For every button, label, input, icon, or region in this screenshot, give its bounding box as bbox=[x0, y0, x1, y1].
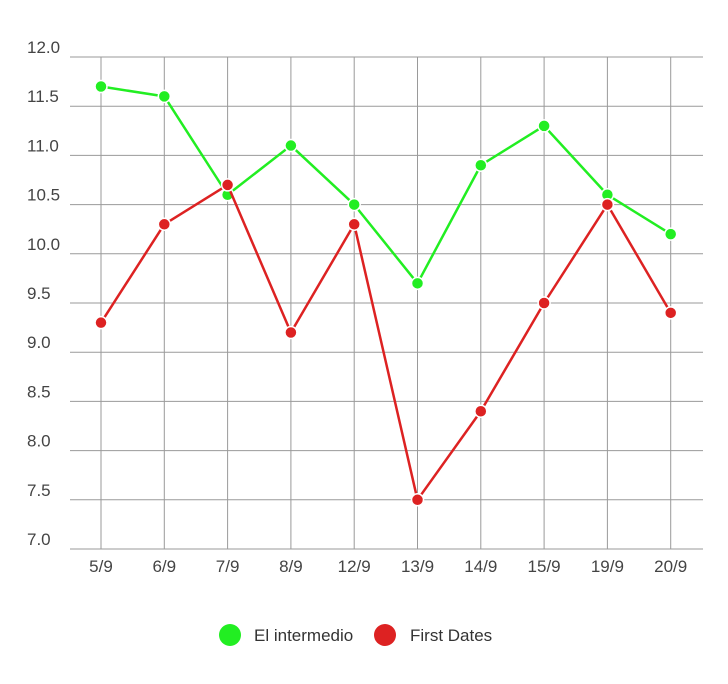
data-point bbox=[220, 178, 235, 192]
data-point bbox=[94, 315, 108, 330]
data-point bbox=[600, 197, 615, 212]
series-line bbox=[99, 183, 672, 502]
data-point bbox=[474, 404, 488, 418]
legend-label: El intermedio bbox=[254, 626, 353, 645]
data-point bbox=[284, 325, 298, 340]
grid bbox=[70, 56, 703, 550]
x-tick-label: 19/9 bbox=[591, 557, 624, 576]
y-tick-label: 9.0 bbox=[27, 333, 51, 352]
x-tick-label: 14/9 bbox=[464, 557, 497, 576]
data-point bbox=[157, 89, 172, 104]
y-tick-label: 8.0 bbox=[27, 432, 51, 451]
y-tick-label: 7.0 bbox=[27, 530, 51, 549]
legend-label: First Dates bbox=[410, 626, 492, 645]
series-0 bbox=[94, 79, 678, 291]
legend-item: First Dates bbox=[374, 624, 492, 646]
series bbox=[94, 79, 678, 507]
y-tick-label: 8.5 bbox=[27, 382, 51, 401]
data-point bbox=[284, 138, 298, 153]
x-tick-label: 12/9 bbox=[338, 557, 371, 576]
y-tick-label: 11.0 bbox=[27, 136, 59, 155]
y-axis-ticks: 7.0 7.5 8.0 8.5 9.0 9.5 10.0 10.5 11.0 11.5 12.0 bbox=[27, 38, 60, 549]
x-tick-label: 7/9 bbox=[216, 557, 240, 576]
data-point bbox=[410, 493, 425, 507]
data-point bbox=[474, 158, 488, 172]
legend-item: El intermedio bbox=[219, 624, 353, 646]
y-tick-label: 10.5 bbox=[27, 186, 60, 205]
x-tick-label: 13/9 bbox=[401, 557, 434, 576]
x-axis-ticks: 5/9 6/9 7/9 8/9 12/9 13/9 14/9 15/9 19/9 20/9 bbox=[89, 557, 687, 576]
data-point bbox=[347, 197, 361, 212]
legend-swatch bbox=[374, 624, 396, 646]
y-tick-label: 10.0 bbox=[27, 235, 60, 254]
data-point bbox=[157, 217, 172, 232]
x-tick-label: 8/9 bbox=[279, 557, 303, 576]
series-line bbox=[100, 85, 672, 285]
y-tick-label: 9.5 bbox=[27, 284, 51, 303]
x-tick-label: 6/9 bbox=[152, 557, 176, 576]
data-point bbox=[410, 276, 425, 291]
legend-swatch bbox=[219, 624, 241, 646]
data-point bbox=[347, 217, 361, 232]
y-tick-label: 12.0 bbox=[27, 38, 60, 57]
x-tick-label: 5/9 bbox=[89, 557, 113, 576]
data-point bbox=[537, 296, 551, 310]
y-tick-label: 11.5 bbox=[27, 87, 59, 106]
data-point bbox=[663, 227, 678, 241]
data-point bbox=[537, 119, 551, 133]
legend: El intermedio First Dates bbox=[219, 624, 492, 646]
x-tick-label: 20/9 bbox=[654, 557, 687, 576]
x-tick-label: 15/9 bbox=[528, 557, 561, 576]
data-point bbox=[663, 306, 678, 320]
series-1 bbox=[94, 178, 678, 507]
data-point bbox=[94, 79, 108, 94]
y-tick-label: 7.5 bbox=[27, 481, 51, 500]
